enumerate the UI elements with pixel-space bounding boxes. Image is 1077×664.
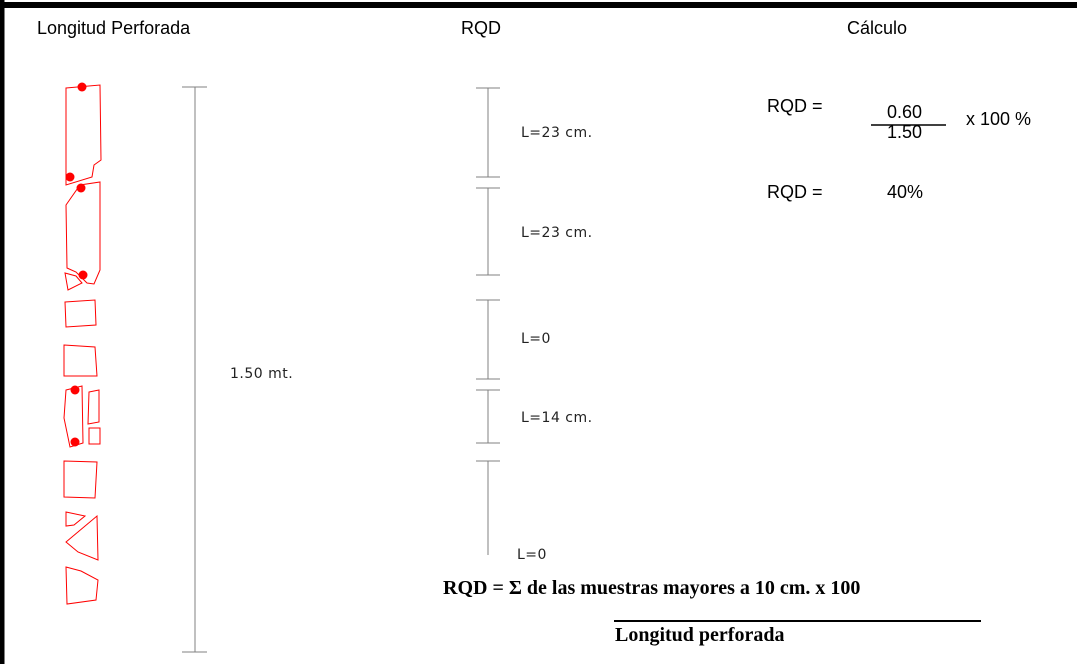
core-piece (63, 344, 98, 377)
calc-result-value: 40% (887, 182, 924, 202)
core-piece (65, 511, 87, 527)
calc-denominator: 1.50 (887, 122, 923, 142)
core-piece (87, 389, 100, 425)
segment-label-5: L=0 (517, 547, 547, 563)
segment-label-3: L=0 (521, 331, 551, 347)
fracture-dot (78, 270, 88, 280)
calc-result-lhs: RQD = (767, 182, 823, 202)
segment-dimension-4 (476, 389, 500, 444)
core-piece (63, 460, 98, 499)
segment-dimension-3 (476, 299, 500, 380)
formula-text: RQD = Σ de las muestras mayores a 10 cm.… (443, 577, 861, 599)
fracture-dot (65, 172, 75, 182)
core-piece (64, 299, 97, 328)
core-piece (64, 272, 83, 291)
segment-label-4: L=14 cm. (521, 410, 593, 426)
total-length-dimension (182, 86, 207, 653)
formula-denominator: Longitud perforada (615, 624, 785, 646)
fracture-dots (65, 82, 88, 447)
core-piece (65, 514, 99, 561)
segment-label-1: L=23 cm. (521, 125, 593, 141)
core-piece (65, 84, 102, 186)
header-calculo: Cálculo (847, 18, 908, 38)
header-longitud-perforada: Longitud Perforada (37, 18, 191, 38)
segment-dimension-1 (476, 87, 500, 178)
core-piece (65, 181, 101, 285)
segment-dimensions (476, 87, 500, 555)
calc-numerator: 0.60 (887, 102, 923, 122)
fracture-dot (70, 385, 80, 395)
core-pieces (63, 84, 102, 605)
calc-multiplier: x 100 % (966, 109, 1032, 129)
segment-dimension-5 (476, 460, 500, 555)
core-piece (88, 427, 101, 445)
calc-lhs: RQD = (767, 96, 823, 116)
fracture-dot (76, 183, 86, 193)
core-piece (65, 566, 99, 605)
fracture-dot (70, 437, 80, 447)
total-length-label: 1.50 mt. (230, 366, 294, 382)
fracture-dot (77, 82, 87, 92)
header-rqd: RQD (461, 18, 501, 38)
segment-dimension-2 (476, 187, 500, 276)
segment-label-2: L=23 cm. (521, 225, 593, 241)
